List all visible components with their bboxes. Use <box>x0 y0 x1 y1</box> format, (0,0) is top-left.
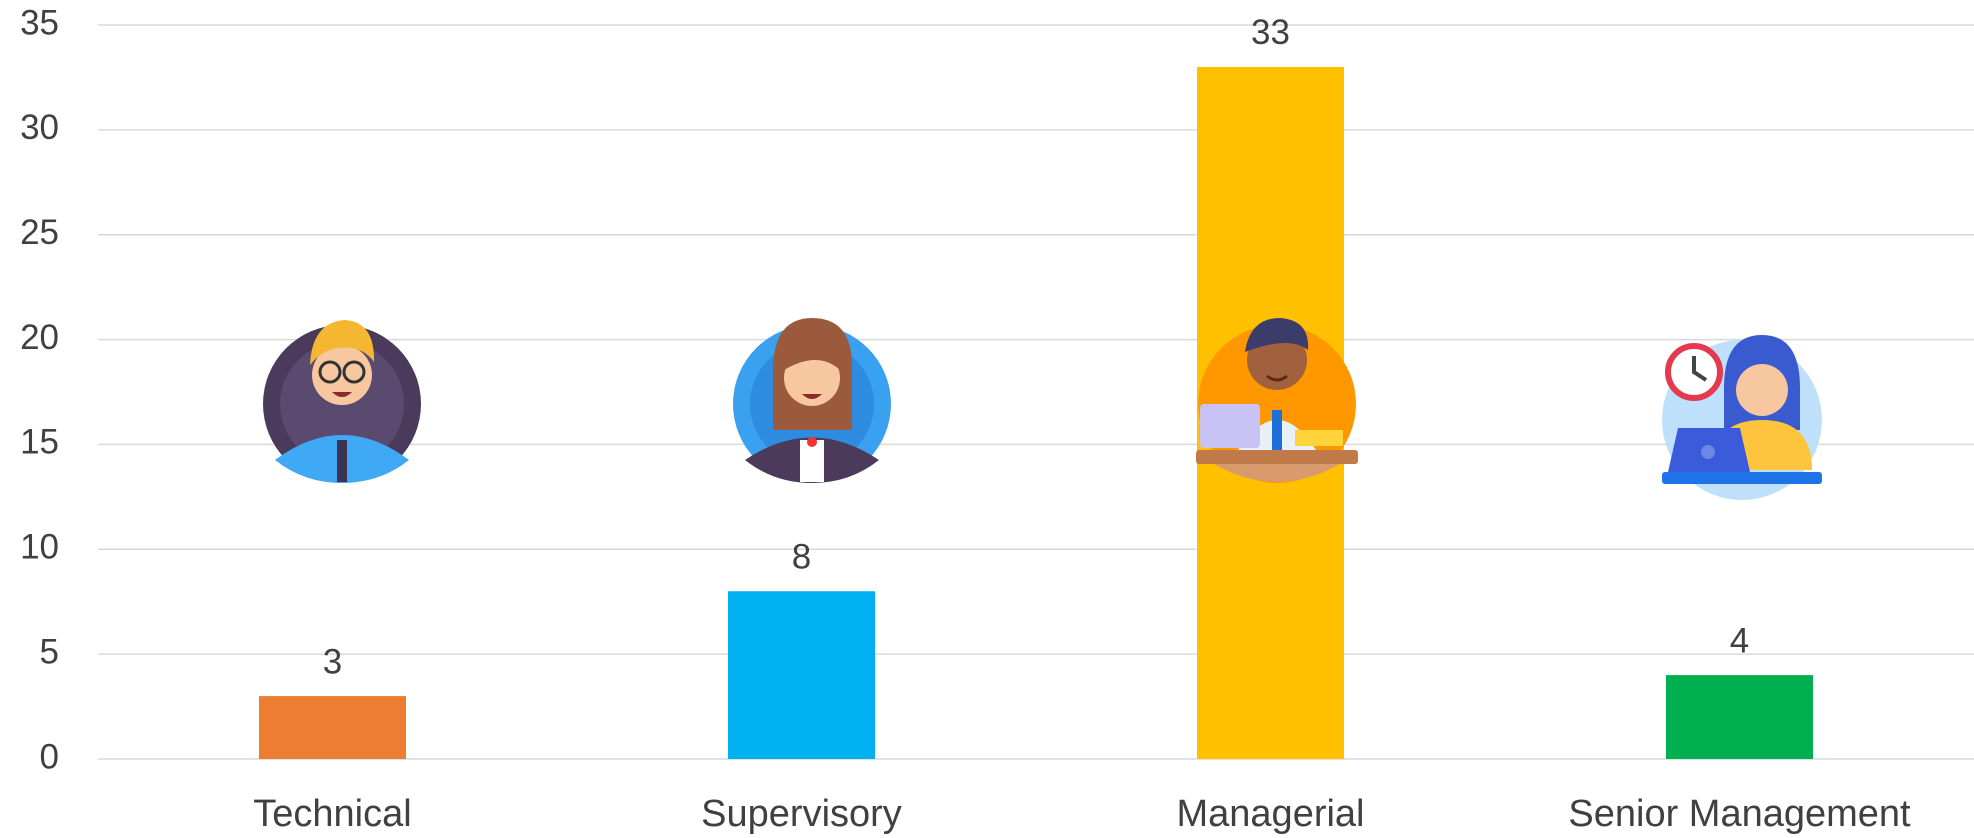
y-tick-label: 20 <box>20 318 59 357</box>
page: 0 5 10 15 20 25 30 35 3 8 33 4 <box>0 0 1974 838</box>
avatar-senior-management <box>1662 335 1822 500</box>
data-label: 33 <box>1251 13 1290 52</box>
y-tick-label: 0 <box>40 737 59 776</box>
y-tick-label: 5 <box>40 632 59 671</box>
data-label: 4 <box>1730 621 1749 660</box>
y-tick-label: 30 <box>20 108 59 147</box>
chart: 0 5 10 15 20 25 30 35 3 8 33 4 <box>0 0 1974 838</box>
x-tick-label: Senior Management <box>1568 793 1911 835</box>
x-tick-label: Technical <box>253 793 411 835</box>
bar <box>1666 675 1813 759</box>
bar <box>728 591 875 759</box>
y-tick-label: 10 <box>20 528 59 567</box>
data-label: 8 <box>792 537 811 576</box>
icons <box>263 318 1822 500</box>
x-tick-label: Supervisory <box>701 793 902 835</box>
x-tick-label: Managerial <box>1177 793 1365 835</box>
avatar-technical <box>263 320 421 483</box>
bar <box>259 696 406 759</box>
y-tick-label: 25 <box>20 213 59 252</box>
y-tick-label: 15 <box>20 423 59 462</box>
data-label: 3 <box>323 642 342 681</box>
avatar-supervisory <box>733 318 891 483</box>
y-tick-label: 35 <box>20 3 59 42</box>
